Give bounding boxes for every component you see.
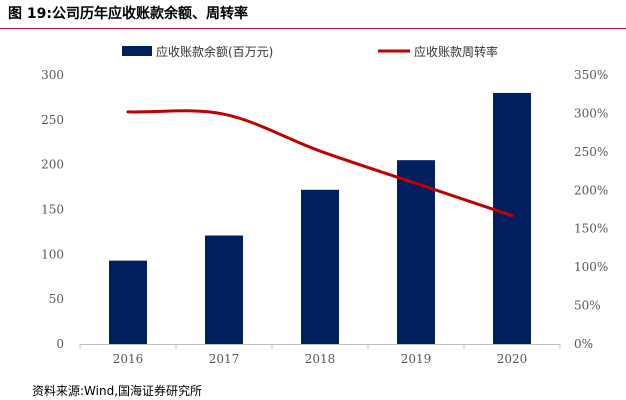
x-axis: 2016 2017 2018 2019 2020 (79, 344, 561, 366)
line-series (126, 109, 514, 218)
left-tick-label: 300 (41, 68, 64, 82)
source-note: 资料来源:Wind,国海证券研究所 (32, 384, 203, 398)
bar (493, 92, 531, 344)
x-tick-label: 2019 (401, 352, 432, 366)
bar (301, 189, 339, 344)
right-tick-label: 100% (574, 260, 608, 274)
legend: 应收账款余额(百万元) 应收账款周转率 (122, 44, 498, 59)
right-tick-label: 0% (574, 337, 593, 351)
left-tick-label: 100 (41, 247, 64, 261)
right-tick-label: 150% (574, 222, 608, 236)
turnover-line (126, 109, 514, 218)
left-tick-label: 200 (41, 158, 64, 172)
bar (397, 160, 435, 344)
legend-bar-swatch (122, 46, 152, 56)
x-tick-label: 2018 (305, 352, 336, 366)
right-tick-label: 350% (574, 68, 608, 82)
legend-bar-label: 应收账款余额(百万元) (156, 44, 273, 59)
bar (109, 260, 147, 344)
right-tick-label: 300% (574, 106, 608, 120)
left-tick-label: 250 (41, 113, 64, 127)
bar (205, 235, 243, 344)
x-tick-label: 2020 (497, 352, 528, 366)
left-axis: 0 50 100 150 200 250 300 (41, 68, 64, 351)
x-tick-label: 2017 (209, 352, 240, 366)
right-axis: 0% 50% 100% 150% 200% 250% 300% 350% (574, 68, 608, 351)
right-tick-label: 50% (574, 299, 601, 313)
bar-series (109, 92, 531, 344)
legend-line-label: 应收账款周转率 (414, 44, 498, 59)
figure-title: 图 19:公司历年应收账款余额、周转率 (8, 6, 248, 22)
title-rule (0, 28, 626, 29)
x-tick-label: 2016 (113, 352, 144, 366)
left-tick-label: 50 (49, 292, 64, 306)
left-tick-label: 0 (56, 337, 64, 351)
right-tick-label: 200% (574, 183, 608, 197)
left-tick-label: 150 (41, 203, 64, 217)
right-tick-label: 250% (574, 145, 608, 159)
